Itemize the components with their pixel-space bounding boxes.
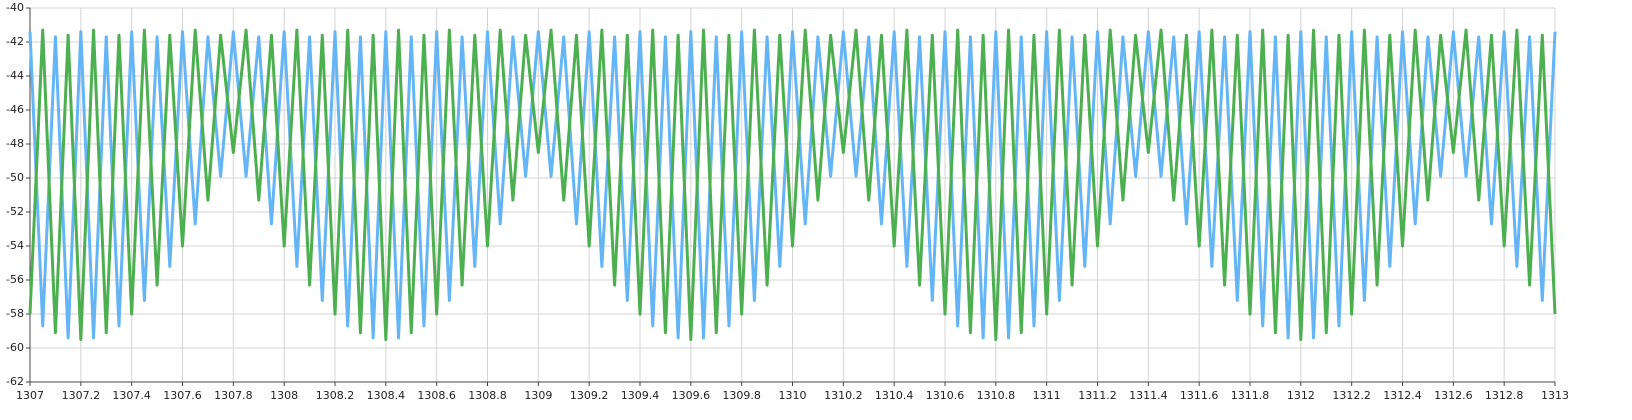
series-line (28, 28, 1557, 341)
y-tick-label: -50 (6, 171, 24, 184)
x-tick-label: 1308.6 (417, 389, 456, 402)
x-tick-label: 1310.2 (824, 389, 863, 402)
y-tick-label: -48 (6, 137, 24, 150)
x-tick-label: 1312.4 (1383, 389, 1422, 402)
x-tick-label: 1309.6 (672, 389, 711, 402)
x-tick-label: 1312 (1287, 389, 1315, 402)
x-tick-label: 1310.8 (977, 389, 1016, 402)
x-tick-label: 1312.8 (1485, 389, 1524, 402)
x-tick-label: 1307.6 (163, 389, 202, 402)
y-tick-label: -56 (6, 273, 24, 286)
y-tick-label: -60 (6, 341, 24, 354)
series-line (28, 30, 1557, 340)
x-tick-label: 1308.8 (468, 389, 507, 402)
x-tick-label: 1309.8 (722, 389, 761, 402)
y-tick-label: -40 (6, 1, 24, 14)
x-tick-label: 1310.6 (926, 389, 965, 402)
y-tick-label: -52 (6, 205, 24, 218)
x-tick-label: 1313 (1541, 389, 1569, 402)
x-tick-label: 1311.8 (1231, 389, 1270, 402)
x-tick-label: 1311.2 (1078, 389, 1117, 402)
x-tick-label: 1307.4 (112, 389, 151, 402)
x-tick-label: 1308.2 (316, 389, 355, 402)
x-tick-label: 1312.6 (1434, 389, 1473, 402)
x-tick-label: 1311.6 (1180, 389, 1219, 402)
y-tick-label: -42 (6, 35, 24, 48)
x-tick-label: 1309 (524, 389, 552, 402)
x-tick-label: 1312.2 (1332, 389, 1371, 402)
y-tick-label: -58 (6, 307, 24, 320)
y-tick-label: -44 (6, 69, 24, 82)
y-tick-label: -62 (6, 375, 24, 388)
x-tick-label: 1310 (779, 389, 807, 402)
x-tick-label: 1311 (1033, 389, 1061, 402)
x-tick-label: 1309.4 (621, 389, 660, 402)
y-tick-label: -46 (6, 103, 24, 116)
x-tick-label: 1307.8 (214, 389, 253, 402)
x-tick-label: 1308 (270, 389, 298, 402)
x-tick-label: 1307 (16, 389, 44, 402)
x-tick-label: 1309.2 (570, 389, 609, 402)
x-tick-label: 1307.2 (62, 389, 101, 402)
x-tick-label: 1311.4 (1129, 389, 1168, 402)
y-tick-label: -54 (6, 239, 24, 252)
x-tick-label: 1308.4 (367, 389, 406, 402)
x-tick-label: 1310.4 (875, 389, 914, 402)
